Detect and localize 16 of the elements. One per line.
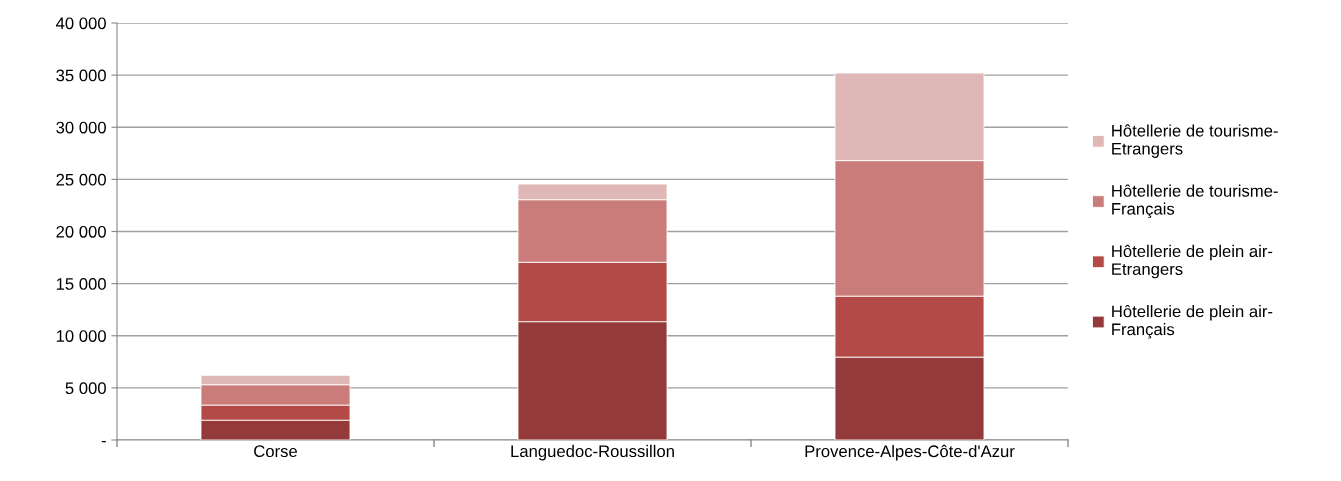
y-tick-label: - — [101, 440, 106, 443]
legend-label: Hôtellerie de plein air- Etrangers — [1112, 244, 1273, 279]
x-tick-label: Provence-Alpes-Côte-d'Azur — [805, 444, 1015, 461]
legend-label: Hôtellerie de tourisme- Français — [1112, 184, 1278, 219]
y-tick-label: 20 000 — [56, 225, 106, 238]
legend-label: Hôtellerie de plein air- Français — [1112, 304, 1273, 339]
y-tick-label: 25 000 — [56, 173, 106, 186]
x-tick-label: Corse — [254, 445, 297, 458]
y-tick-label: 10 000 — [56, 330, 106, 342]
x-tick-label: Languedoc-Roussillon — [511, 444, 674, 461]
y-tick-label: 35 000 — [56, 69, 106, 82]
y-tick-label: 15 000 — [56, 278, 106, 290]
legend-label: Hôtellerie de tourisme- Etrangers — [1112, 124, 1278, 158]
y-tick-label: 30 000 — [56, 121, 106, 134]
y-tick-label: 40 000 — [55, 17, 106, 30]
y-tick-label: 5 000 — [65, 382, 106, 395]
